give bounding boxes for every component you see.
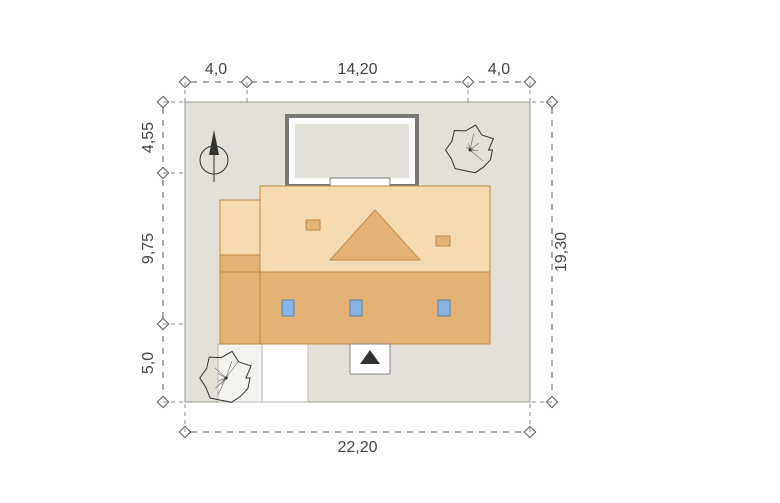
svg-text:5,0: 5,0 [140,352,157,374]
svg-text:4,55: 4,55 [140,122,157,153]
svg-text:4,0: 4,0 [488,61,510,78]
svg-text:14,20: 14,20 [337,61,377,78]
svg-text:4,0: 4,0 [205,61,227,78]
window [350,300,362,316]
skylight [436,236,450,246]
window [282,300,294,316]
site-plan-svg: 4,0 14,20 4,0 22,20 4,55 9,75 5,0 19,30 [0,0,780,503]
svg-text:22,20: 22,20 [337,439,377,456]
window [438,300,450,316]
skylight [306,220,320,230]
driveway [262,344,308,402]
svg-text:9,75: 9,75 [140,233,157,264]
roof-wing-south [220,255,260,344]
roof-wing-north [220,200,260,255]
garage-pad [218,344,262,402]
svg-text:19,30: 19,30 [553,232,570,272]
